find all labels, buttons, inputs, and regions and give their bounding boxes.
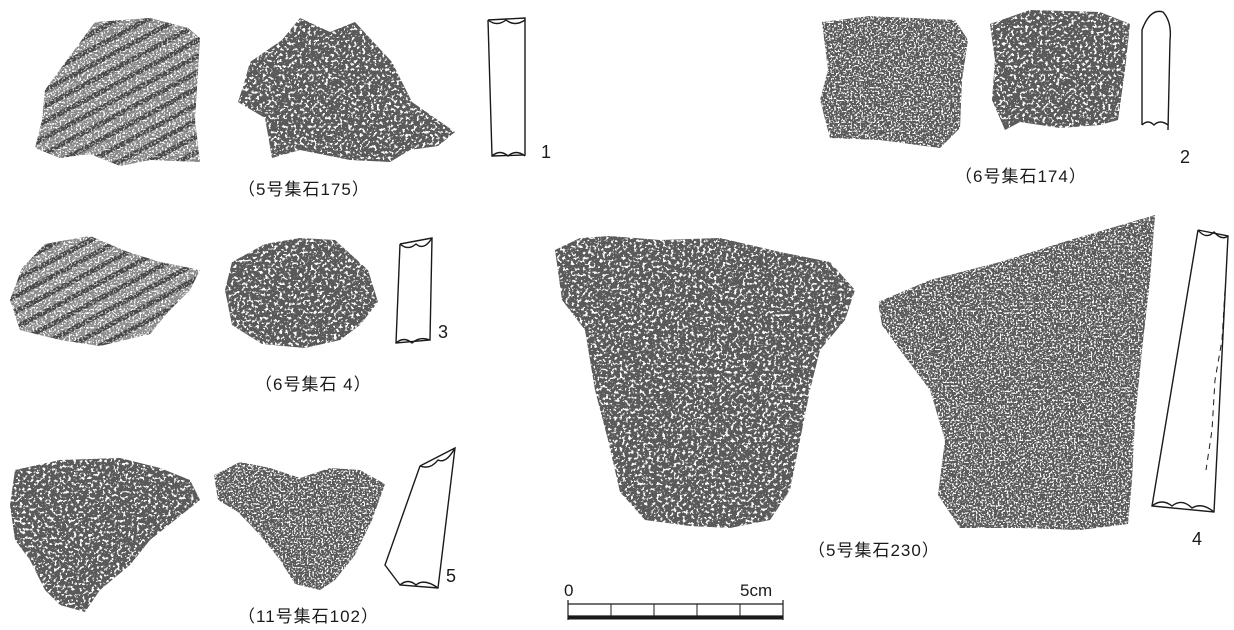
figure-number-2: 2 — [1180, 147, 1190, 167]
sherd-2-cross-section — [1141, 10, 1172, 131]
figure-caption-5: （11号集石102） — [238, 607, 379, 626]
figure-number-3: 3 — [438, 322, 448, 342]
sherd-5-exterior-rubbing — [10, 458, 200, 612]
sherd-3-cross-section — [395, 237, 433, 344]
sherd-1-interior-rubbing — [238, 18, 455, 162]
sherd-4-cross-section — [1151, 229, 1229, 513]
scale-bar — [567, 600, 784, 620]
sherd-3-interior-rubbing — [225, 238, 378, 348]
figure-number-1: 1 — [541, 142, 551, 162]
sherd-2-exterior-rubbing — [820, 16, 968, 148]
figure-caption-4: （5号集石230） — [808, 541, 940, 560]
sherd-4-interior-rubbing — [878, 215, 1155, 530]
sherd-4-exterior-rubbing — [555, 236, 855, 528]
sherd-2-interior-rubbing — [990, 10, 1130, 130]
scale-bar-start-label: 0 — [564, 581, 573, 600]
sherd-1-cross-section — [487, 17, 526, 157]
figure-number-4: 4 — [1192, 529, 1202, 549]
scale-bar-end-label: 5cm — [740, 581, 772, 600]
figure-caption-2: （6号集石174） — [955, 167, 1087, 186]
sherd-1-exterior-rubbing — [35, 18, 200, 166]
sherd-5-interior-rubbing — [214, 462, 385, 590]
figure-caption-3: （6号集石 4） — [255, 375, 372, 394]
figure-caption-1: （5号集石175） — [238, 180, 370, 199]
sherd-5-cross-section — [384, 446, 456, 589]
sherd-3-exterior-rubbing — [10, 236, 200, 346]
figure-number-5: 5 — [446, 566, 456, 586]
